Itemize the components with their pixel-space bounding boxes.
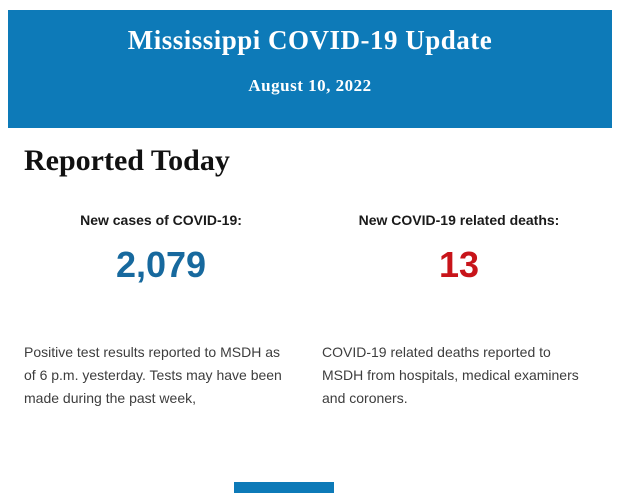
new-deaths-value: 13 [438,244,480,285]
page-title: Mississippi COVID-19 Update [127,25,493,55]
next-section-banner-edge [234,482,334,493]
new-cases-label: New cases of COVID-19: [80,212,242,228]
report-date: August 10, 2022 [248,76,372,95]
new-cases-value: 2,079 [115,244,207,285]
stat-new-cases: New cases of COVID-19: 2,079 Positive te… [24,212,298,410]
covid-update-page: Mississippi COVID-19 Update August 10, 2… [0,10,620,493]
new-cases-description: Positive test results reported to MSDH a… [24,344,282,406]
stat-new-deaths: New COVID-19 related deaths: 13 COVID-19… [322,212,596,410]
new-deaths-description: COVID-19 related deaths reported to MSDH… [322,344,579,406]
new-deaths-label: New COVID-19 related deaths: [358,212,560,228]
main-content: Reported Today New cases of COVID-19: 2,… [0,144,620,410]
stats-grid: New cases of COVID-19: 2,079 Positive te… [24,212,596,410]
header-banner: Mississippi COVID-19 Update August 10, 2… [8,10,612,128]
section-heading-reported-today: Reported Today [24,144,230,177]
